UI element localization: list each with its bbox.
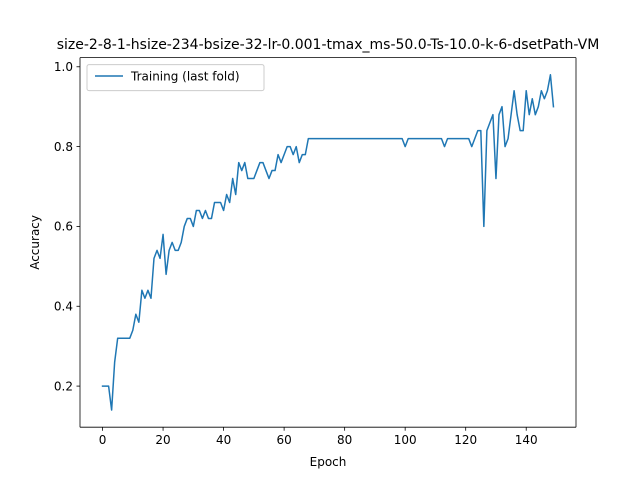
y-tick-label: 0.8 [54,140,73,154]
chart-title: size-2-8-1-hsize-234-bsize-32-lr-0.001-t… [57,37,600,53]
y-axis-label: Accuracy [28,215,42,270]
x-axis-label: Epoch [310,455,347,469]
x-tick-label: 140 [515,433,538,447]
y-tick-label: 0.2 [54,379,73,393]
legend: Training (last fold) [86,64,265,92]
y-tick-label: 0.4 [54,300,73,314]
y-tick-label: 1.0 [54,60,73,74]
x-tick-label: 20 [155,433,170,447]
y-axis-ticks: 0.2 0.4 0.6 0.8 1.0 [54,60,80,393]
series-line-training-last-fold [101,74,555,411]
x-tick-label: 0 [99,433,107,447]
x-tick-label: 60 [276,433,291,447]
x-axis-ticks: 0 20 40 60 80 100 120 140 [99,427,538,447]
y-tick-label: 0.6 [54,220,73,234]
legend-box [86,64,265,92]
plot-area [80,57,576,428]
x-tick-label: 80 [337,433,352,447]
axes-frame [79,57,577,428]
x-tick-label: 40 [216,433,231,447]
legend-label-training-last-fold: Training (last fold) [130,70,240,84]
x-tick-label: 120 [454,433,477,447]
x-tick-label: 100 [394,433,417,447]
